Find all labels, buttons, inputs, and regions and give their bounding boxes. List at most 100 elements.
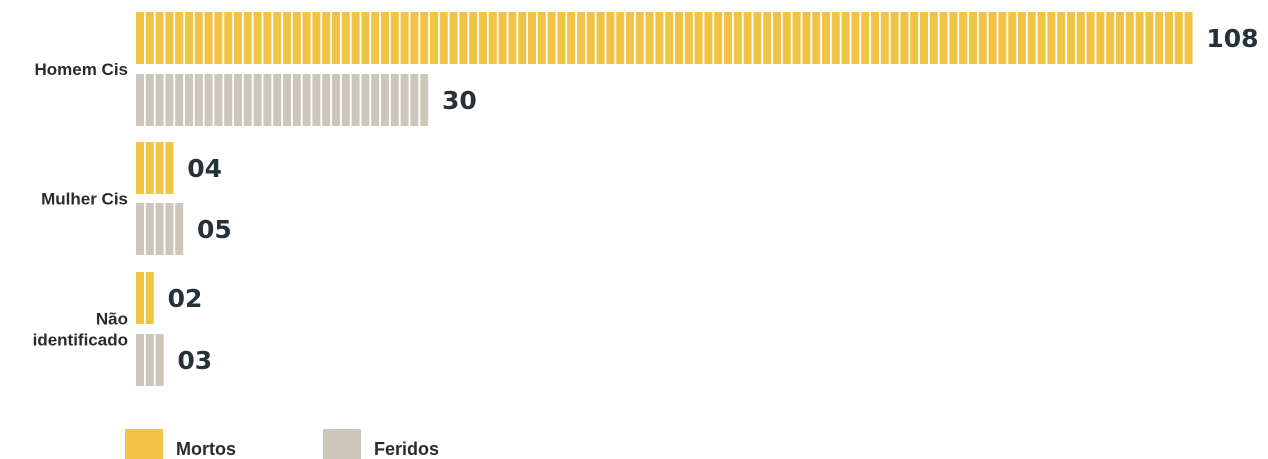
bar-unit [145, 12, 154, 64]
bar-unit [420, 74, 429, 126]
bar-unit [155, 74, 164, 126]
bar-unit [714, 12, 723, 64]
bar-unit [1125, 12, 1134, 64]
bar-unit [155, 142, 164, 194]
bar-unit [234, 74, 242, 126]
bar-unit [910, 12, 919, 64]
bar-unit [332, 74, 340, 126]
bar-unit [165, 12, 174, 64]
bar-unit [655, 12, 664, 64]
bar-unit [204, 74, 213, 126]
bar-unit [253, 74, 262, 126]
bar-unit [596, 12, 605, 64]
bar-unit [1067, 12, 1075, 64]
bar-mortos-mulher-cis [136, 142, 174, 194]
value-label-feridos-mulher-cis: 05 [197, 215, 232, 244]
bar-unit [1018, 12, 1026, 64]
bar-unit [1184, 12, 1193, 64]
bar-unit [802, 12, 811, 64]
bar-unit [145, 203, 154, 255]
legend-label-mortos: Mortos [176, 439, 236, 459]
bar-unit [1057, 12, 1066, 64]
bar-unit [273, 12, 282, 64]
bar-unit [841, 12, 850, 64]
bar-unit [1047, 12, 1056, 64]
bar-unit [283, 12, 291, 64]
bar-mortos-nao-identificado [136, 272, 154, 324]
bar-unit [949, 12, 958, 64]
bar-unit [381, 12, 389, 64]
bar-unit [341, 12, 350, 64]
value-label-mortos-mulher-cis: 04 [187, 154, 222, 183]
bar-unit [1086, 12, 1095, 64]
bar-unit [430, 12, 438, 64]
bar-unit [773, 12, 781, 64]
bar-unit [528, 12, 536, 64]
category-label-mulher-cis: Mulher Cis [41, 190, 128, 209]
bar-unit [900, 12, 909, 64]
bar-unit [547, 12, 556, 64]
bar-unit [1135, 12, 1144, 64]
bar-unit [194, 12, 203, 64]
bar-unit [606, 12, 615, 64]
bar-unit [577, 12, 585, 64]
legend-swatch-mortos [125, 429, 163, 459]
bar-unit [694, 12, 703, 64]
bar-unit [459, 12, 468, 64]
bar-feridos-mulher-cis [136, 203, 184, 255]
category-label-homem-cis: Homem Cis [34, 60, 128, 79]
value-label-feridos-homem-cis: 30 [442, 86, 477, 115]
bar-unit [782, 12, 791, 64]
legend-swatch-feridos [323, 429, 361, 459]
bar-unit [753, 12, 762, 64]
bar-unit [704, 12, 713, 64]
bar-unit [361, 74, 370, 126]
bar-unit [929, 12, 938, 64]
bar-unit [234, 12, 242, 64]
bar-unit [400, 12, 409, 64]
bar-unit [665, 12, 674, 64]
bar-unit [273, 74, 282, 126]
bar-unit [479, 12, 487, 64]
bar-unit [224, 74, 233, 126]
bar-unit [871, 12, 879, 64]
bar-unit [449, 12, 458, 64]
bar-unit [165, 142, 174, 194]
bar-unit [312, 12, 321, 64]
bar-unit [851, 12, 860, 64]
bar-unit [185, 74, 193, 126]
bar-unit [733, 12, 742, 64]
bar-unit [283, 74, 291, 126]
bar-unit [1106, 12, 1115, 64]
bar-unit [890, 12, 899, 64]
bar-unit [292, 12, 301, 64]
bar-unit [645, 12, 654, 64]
bar-unit [361, 12, 370, 64]
bar-unit [322, 74, 331, 126]
bar-unit [155, 203, 164, 255]
bar-unit [194, 74, 203, 126]
bar-unit [626, 12, 634, 64]
bar-unit [302, 12, 311, 64]
bar-unit [743, 12, 752, 64]
bar-unit [175, 74, 184, 126]
bar-unit [812, 12, 821, 64]
bar-unit [959, 12, 968, 64]
legend-label-feridos: Feridos [374, 439, 439, 459]
bar-unit [302, 74, 311, 126]
bar-unit [831, 12, 840, 64]
bar-unit [165, 74, 174, 126]
bar-unit [390, 74, 399, 126]
bar-unit [175, 12, 184, 64]
bar-unit [410, 12, 419, 64]
bar-unit [567, 12, 576, 64]
category-label-nao-identificado: Não [96, 310, 128, 329]
bar-unit [165, 203, 174, 255]
bar-unit [939, 12, 948, 64]
bar-unit [420, 12, 429, 64]
bar-unit [920, 12, 928, 64]
bar-unit [136, 334, 144, 386]
bar-unit [1037, 12, 1046, 64]
bar-unit [518, 12, 527, 64]
